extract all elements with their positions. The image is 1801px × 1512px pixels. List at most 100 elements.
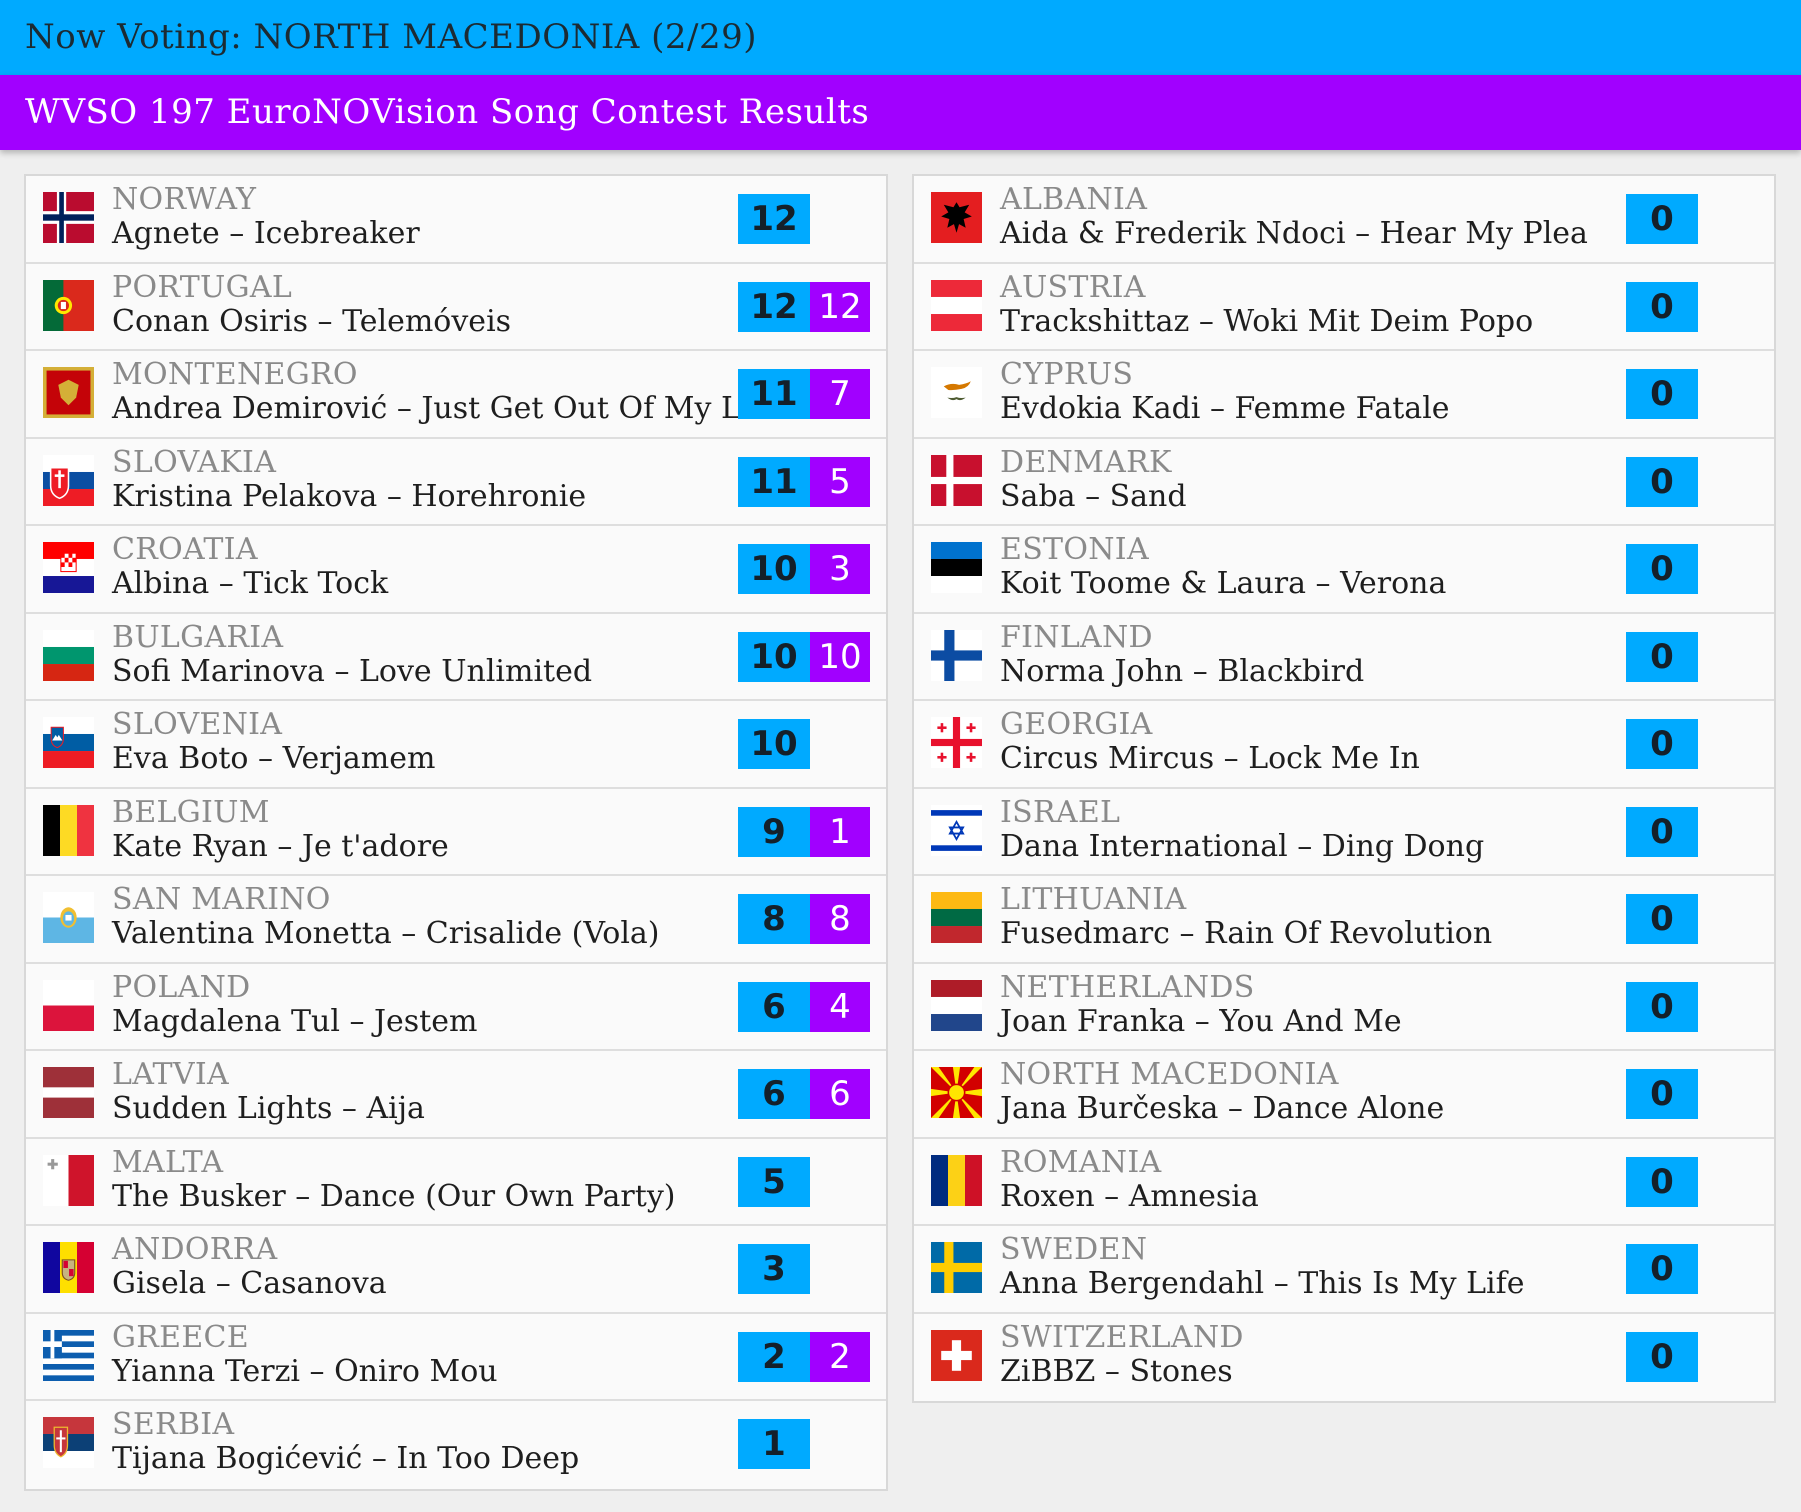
total-score-badge: 0: [1626, 281, 1698, 332]
result-row-denmark: DENMARK Saba – Sand 0: [914, 438, 1774, 526]
total-score-badge: 6: [738, 1069, 810, 1119]
country-name: GEORGIA: [1000, 707, 1153, 742]
total-score-badge: 0: [1626, 981, 1698, 1032]
total-score-badge: 3: [738, 1244, 810, 1294]
north-macedonia-flag-icon: [931, 1067, 982, 1118]
artist-song: Trackshittaz – Woki Mit Deim Popo: [1000, 303, 1534, 339]
country-name: SWEDEN: [1000, 1232, 1148, 1267]
country-name: LATVIA: [112, 1057, 229, 1092]
netherlands-flag-icon: [931, 979, 982, 1031]
total-score-badge: 0: [1626, 369, 1698, 419]
result-row-north-macedonia: NORTH MACEDONIA Jana Burčeska – Dance Alo…: [914, 1051, 1774, 1139]
total-score-badge: 10: [738, 719, 810, 769]
country-name: NETHERLANDS: [1000, 969, 1255, 1005]
result-row-portugal: PORTUGAL Conan Osiris – Telemóveis 12 12: [26, 263, 886, 351]
lithuania-flag-icon: [931, 892, 982, 943]
result-row-israel: ISRAEL Dana International – Ding Dong 0: [914, 788, 1774, 876]
result-row-cyprus: CYPRUS Evdokia Kadi – Femme Fatale 0: [914, 351, 1774, 439]
result-row-romania: ROMANIA Roxen – Amnesia 0: [914, 1138, 1774, 1226]
now-voting-bar: Now Voting: NORTH MACEDONIA (2/29): [0, 0, 1801, 75]
result-row-switzerland: SWITZERLAND ZiBBZ – Stones 0: [914, 1313, 1774, 1401]
artist-song: Eva Boto – Verjamem: [112, 741, 436, 776]
san-marino-flag-icon: [43, 892, 94, 943]
result-row-netherlands: NETHERLANDS Joan Franka – You And Me 0: [914, 963, 1774, 1051]
cyprus-flag-icon: [931, 367, 982, 418]
results-column-left: NORWAY Agnete – Icebreaker 12 PORTUGAL Conan…: [24, 174, 888, 1491]
result-row-serbia: SERBIA Tijana Bogićević – In Too Deep 1: [26, 1401, 886, 1489]
slovenia-flag-icon: [43, 717, 94, 768]
israel-flag-icon: [931, 804, 982, 856]
portugal-flag-icon: [43, 279, 94, 331]
country-name: BELGIUM: [112, 794, 270, 830]
croatia-flag-icon: [43, 542, 94, 593]
total-score-badge: 8: [738, 894, 810, 944]
artist-song: Agnete – Icebreaker: [112, 216, 420, 251]
romania-flag-icon: [931, 1154, 982, 1206]
result-row-andorra: ANDORRA Gisela – Casanova 3: [26, 1226, 886, 1314]
country-name: ROMANIA: [1000, 1144, 1162, 1180]
country-name: GREECE: [112, 1319, 250, 1355]
total-score-badge: 0: [1626, 1244, 1698, 1294]
total-score-badge: 6: [738, 981, 810, 1032]
result-row-lithuania: LITHUANIA Fusedmarc – Rain Of Revolution 0: [914, 876, 1774, 964]
artist-song: The Busker – Dance (Our Own Party): [112, 1178, 676, 1214]
total-score-badge: 9: [738, 806, 810, 857]
artist-song: Magdalena Tul – Jestem: [112, 1003, 478, 1039]
artist-song: Circus Mircus – Lock Me In: [1000, 741, 1420, 776]
total-score-badge: 10: [738, 544, 810, 594]
country-name: PORTUGAL: [112, 269, 293, 305]
result-row-bulgaria: BULGARIA Sofi Marinova – Love Unlimited 10…: [26, 613, 886, 701]
artist-song: Anna Bergendahl – This Is My Life: [1000, 1266, 1525, 1301]
artist-song: Kristina Pelakova – Horehronie: [112, 478, 587, 514]
result-row-san-marino: SAN MARINO Valentina Monetta – Crisalide …: [26, 876, 886, 964]
bulgaria-flag-icon: [43, 629, 94, 681]
points-received-badge: 1: [810, 806, 870, 857]
result-row-belgium: BELGIUM Kate Ryan – Je t'adore 9 1: [26, 788, 886, 876]
denmark-flag-icon: [931, 454, 982, 506]
total-score-badge: 12: [738, 194, 810, 244]
latvia-flag-icon: [43, 1067, 94, 1118]
albania-flag-icon: [931, 192, 982, 243]
result-row-norway: NORWAY Agnete – Icebreaker 12: [26, 176, 886, 264]
artist-song: Evdokia Kadi – Femme Fatale: [1000, 391, 1450, 426]
result-row-croatia: CROATIA Albina – Tick Tock 10 3: [26, 526, 886, 614]
total-score-badge: 0: [1626, 806, 1698, 857]
total-score-badge: 11: [738, 456, 810, 507]
finland-flag-icon: [931, 629, 982, 681]
montenegro-flag-icon: [43, 367, 94, 418]
artist-song: Dana International – Ding Dong: [1000, 828, 1485, 864]
artist-song: Aida & Frederik Ndoci – Hear My Plea: [1000, 216, 1588, 251]
country-name: ALBANIA: [1000, 182, 1148, 217]
artist-song: Jana Burčeska – Dance Alone: [1000, 1091, 1445, 1126]
artist-song: Saba – Sand: [1000, 478, 1187, 514]
result-row-slovakia: SLOVAKIA Kristina Pelakova – Horehronie 11…: [26, 438, 886, 526]
georgia-flag-icon: [931, 717, 982, 768]
points-received-badge: 6: [810, 1069, 870, 1119]
result-row-malta: MALTA The Busker – Dance (Our Own Party) 5: [26, 1138, 886, 1226]
country-name: SWITZERLAND: [1000, 1319, 1244, 1355]
artist-song: ZiBBZ – Stones: [1000, 1353, 1233, 1389]
country-name: CROATIA: [112, 532, 258, 567]
norway-flag-icon: [43, 192, 94, 243]
country-name: CYPRUS: [1000, 357, 1134, 392]
slovakia-flag-icon: [43, 454, 94, 506]
total-score-badge: 2: [738, 1331, 810, 1382]
artist-song: Albina – Tick Tock: [112, 566, 389, 601]
points-received-badge: 5: [810, 456, 870, 507]
country-name: NORWAY: [112, 182, 257, 217]
total-score-badge: 5: [738, 1156, 810, 1207]
country-name: BULGARIA: [112, 619, 284, 655]
result-row-montenegro: MONTENEGRO Andrea Demirović – Just Get Ou…: [26, 351, 886, 439]
points-received-badge: 10: [810, 631, 870, 682]
total-score-badge: 0: [1626, 194, 1698, 244]
country-name: NORTH MACEDONIA: [1000, 1057, 1339, 1092]
austria-flag-icon: [931, 279, 982, 331]
points-received-badge: 2: [810, 1331, 870, 1382]
total-score-badge: 0: [1626, 456, 1698, 507]
artist-song: Valentina Monetta – Crisalide (Vola): [112, 916, 660, 951]
result-row-finland: FINLAND Norma John – Blackbird 0: [914, 613, 1774, 701]
artist-song: Joan Franka – You And Me: [1000, 1003, 1402, 1039]
country-name: SERBIA: [112, 1407, 235, 1442]
country-name: SLOVENIA: [112, 707, 283, 742]
result-row-greece: GREECE Yianna Terzi – Oniro Mou 2 2: [26, 1313, 886, 1401]
